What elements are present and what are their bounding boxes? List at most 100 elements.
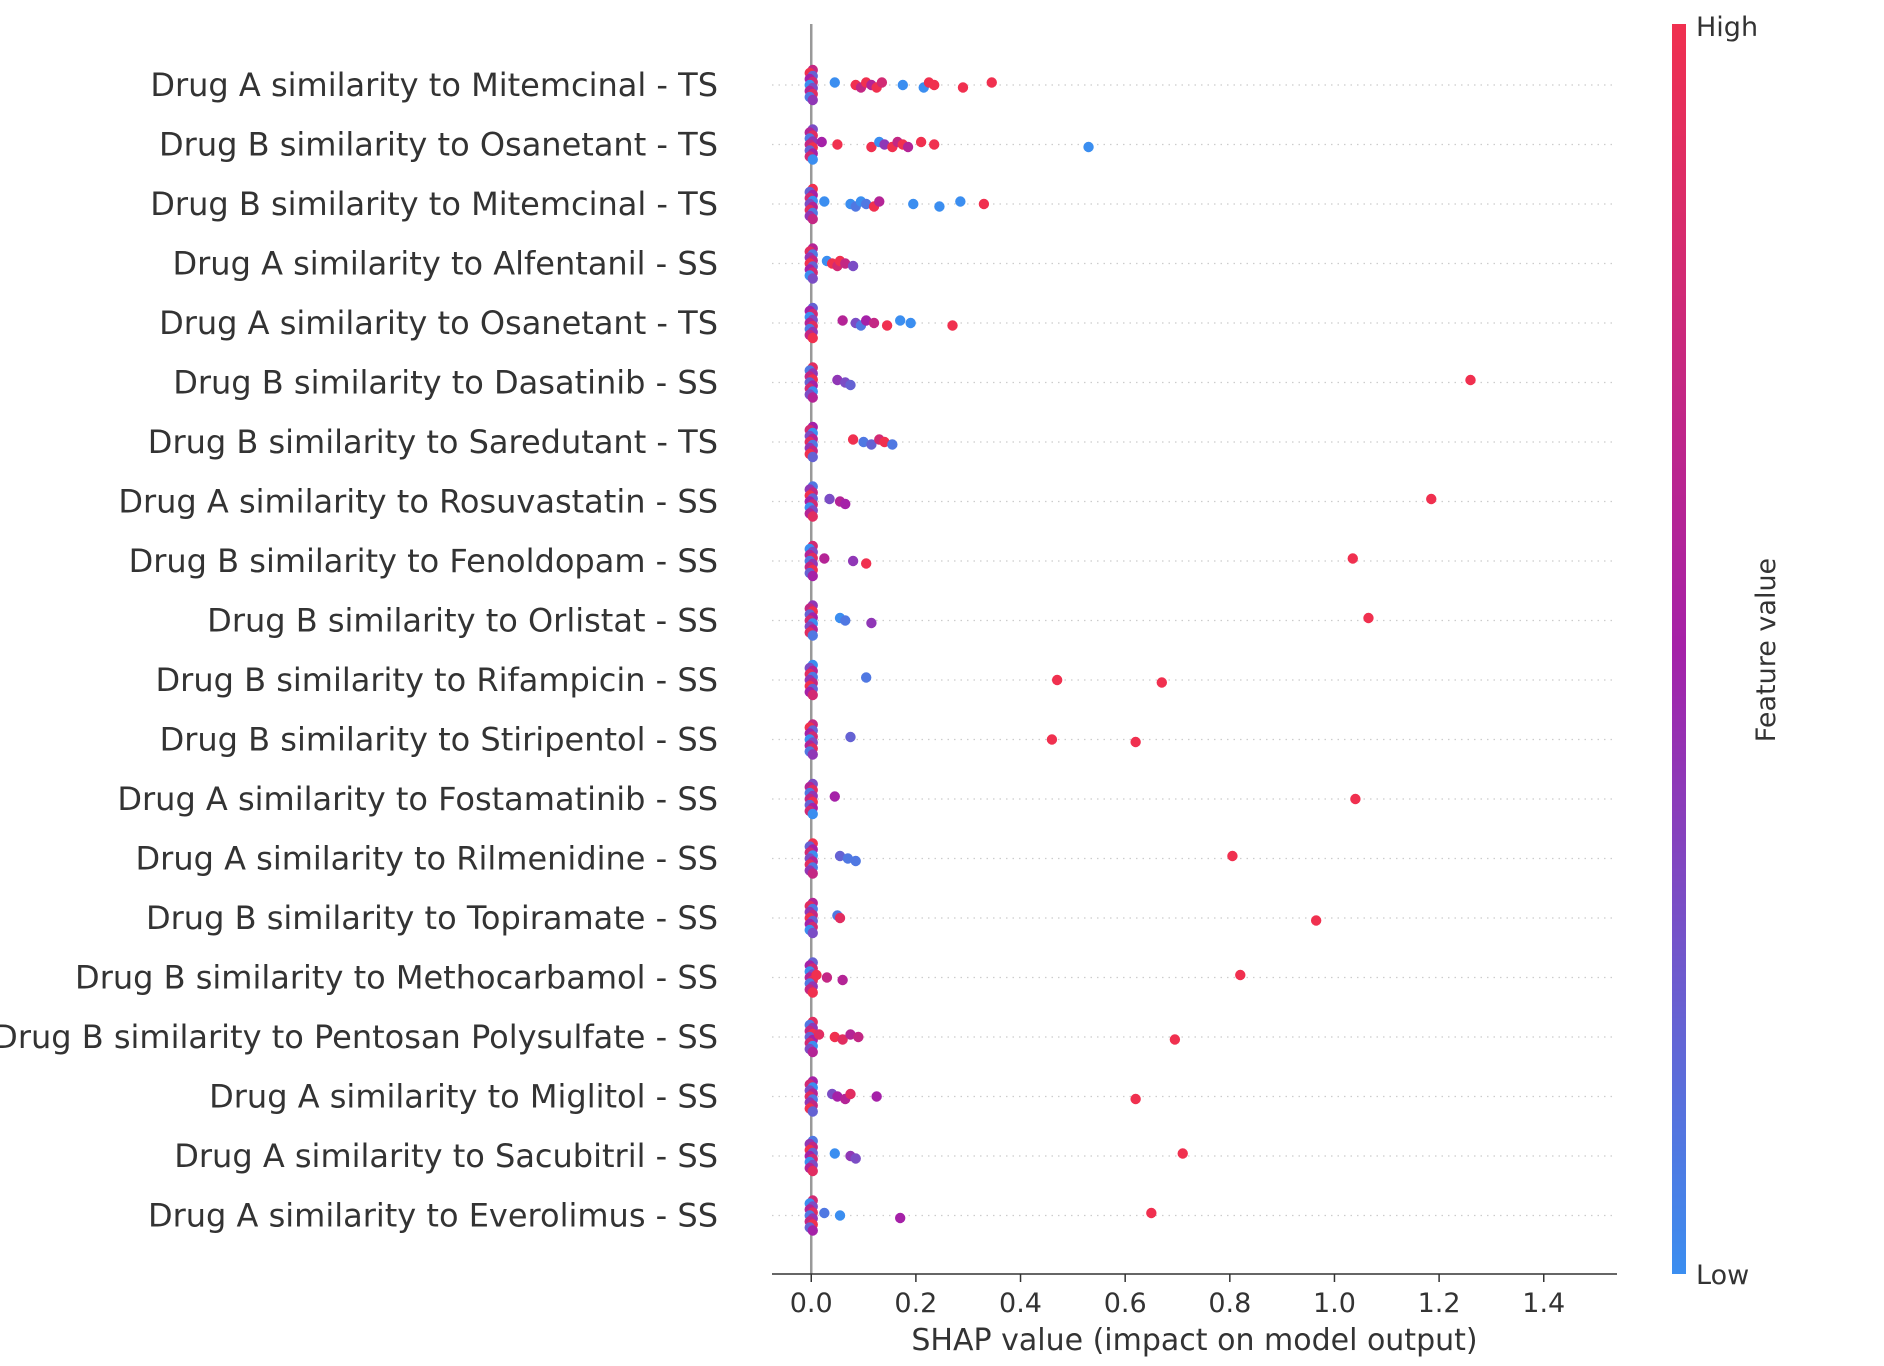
feature-label: Drug B similarity to Saredutant - TS: [148, 423, 718, 461]
shap-point: [881, 320, 893, 331]
cluster-point: [807, 1046, 818, 1058]
cluster-point: [807, 987, 818, 998]
cluster-point: [807, 511, 818, 522]
shap-point: [832, 139, 843, 150]
shap-point: [853, 1031, 864, 1043]
cluster-point: [807, 154, 818, 165]
cluster-point: [807, 749, 818, 760]
shap-point: [845, 1088, 856, 1100]
colorbar-high-label: High: [1696, 12, 1758, 43]
shap-point: [845, 379, 856, 391]
shap-point: [850, 1153, 861, 1164]
cluster-point: [807, 1106, 818, 1117]
shap-point: [816, 136, 827, 148]
shap-point: [860, 672, 872, 683]
shap-point: [874, 196, 885, 207]
shap-point: [837, 1034, 848, 1045]
cluster-point: [807, 868, 818, 879]
shap-point: [928, 139, 940, 150]
feature-label: Drug B similarity to Stiripentol - SS: [160, 721, 718, 759]
shap-point: [866, 617, 877, 629]
shap-point: [840, 615, 851, 626]
shap-point: [1235, 969, 1246, 981]
shap-point: [840, 258, 851, 269]
shap-point: [879, 436, 890, 448]
shap-point: [811, 969, 822, 981]
shap-point: [845, 1029, 856, 1040]
feature-label: Drug B similarity to Methocarbamol - SS: [75, 959, 718, 997]
shap-point: [832, 1091, 843, 1102]
colorbar-title: Feature value: [1751, 558, 1782, 742]
x-tick-label: 1.2: [1418, 1288, 1461, 1319]
cluster-point: [807, 1165, 818, 1177]
shap-point: [829, 1148, 840, 1159]
feature-labels: Drug A similarity to Mitemcinal - TS Drug…: [0, 66, 718, 1235]
shap-point: [897, 79, 909, 91]
shap-point: [1146, 1207, 1157, 1219]
cluster-point: [807, 808, 818, 820]
feature-label: Drug B similarity to Mitemcinal - TS: [150, 185, 718, 223]
shap-point: [894, 315, 906, 326]
shap-point: [821, 972, 833, 983]
feature-label: Drug A similarity to Miglitol - SS: [209, 1078, 718, 1116]
shap-point: [847, 260, 859, 272]
shap-point: [1083, 141, 1094, 153]
shap-point: [834, 850, 846, 862]
cluster-point: [807, 630, 818, 641]
shap-point: [1310, 915, 1322, 926]
colorbar: High Low Feature value: [1672, 12, 1782, 1291]
shap-point: [829, 77, 840, 88]
shap-point: [902, 141, 914, 153]
shap-point: [868, 317, 880, 329]
shap-point: [834, 912, 846, 924]
shap-point: [829, 791, 840, 802]
shap-point: [847, 434, 859, 445]
points-layer: [804, 64, 1476, 1236]
shap-point: [915, 136, 927, 148]
shap-point: [847, 555, 859, 567]
feature-label: Drug A similarity to Rosuvastatin - SS: [118, 483, 718, 521]
colorbar-low-label: Low: [1696, 1260, 1749, 1291]
x-tick-label: 0.8: [1208, 1288, 1251, 1319]
shap-point: [905, 317, 916, 329]
cluster-point: [807, 1225, 818, 1236]
shap-point: [858, 436, 869, 448]
shap-point: [1169, 1034, 1181, 1045]
feature-label: Drug B similarity to Osanetant - TS: [159, 126, 718, 164]
feature-label: Drug B similarity to Rifampicin - SS: [156, 661, 718, 699]
x-axis: 0.0 0.2 0.4 0.6 0.8 1.0 1.2 1.4: [772, 1273, 1617, 1319]
shap-point: [978, 198, 990, 210]
x-tick-label: 0.4: [999, 1288, 1042, 1319]
cluster-point: [807, 392, 818, 403]
shap-point: [1350, 793, 1361, 805]
shap-point: [955, 196, 966, 207]
shap-point: [1177, 1148, 1188, 1159]
shap-point: [837, 974, 848, 986]
shap-point: [842, 853, 854, 864]
feature-label: Drug A similarity to Fostamatinib - SS: [117, 780, 718, 818]
shap-point: [829, 1031, 840, 1043]
shap-point: [824, 493, 835, 505]
cluster-point: [807, 689, 818, 701]
shap-point: [845, 731, 856, 743]
shap-point: [894, 1212, 906, 1224]
feature-label: Drug A similarity to Alfentanil - SS: [173, 245, 719, 283]
feature-label: Drug A similarity to Rilmenidine - SS: [136, 840, 718, 878]
feature-label: Drug B similarity to Fenoldopam - SS: [129, 542, 718, 580]
x-tick-label: 1.4: [1522, 1288, 1565, 1319]
x-tick-label: 1.0: [1313, 1288, 1356, 1319]
x-axis-label: SHAP value (impact on model output): [911, 1323, 1477, 1358]
shap-point: [986, 77, 997, 88]
shap-point: [1051, 674, 1063, 686]
shap-point: [1227, 850, 1238, 862]
cluster-point: [807, 927, 818, 939]
shap-point: [866, 141, 877, 153]
shap-point: [879, 139, 890, 150]
cluster-point: [807, 451, 818, 463]
shap-point: [819, 196, 830, 207]
shap-point: [1130, 1093, 1141, 1105]
shap-point: [908, 198, 919, 210]
shap-point: [928, 79, 940, 91]
cluster-point: [807, 213, 818, 225]
shap-point: [860, 315, 872, 326]
